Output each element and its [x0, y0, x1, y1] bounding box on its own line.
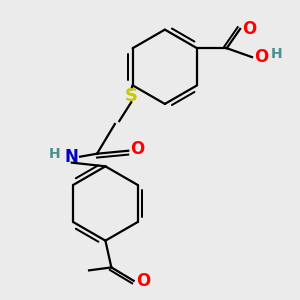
Text: H: H: [271, 47, 282, 61]
Text: O: O: [130, 140, 145, 158]
Text: N: N: [65, 148, 79, 166]
Text: O: O: [254, 48, 269, 66]
Text: O: O: [242, 20, 257, 38]
Text: S: S: [125, 87, 138, 105]
Text: H: H: [49, 147, 61, 161]
Text: O: O: [136, 272, 150, 290]
